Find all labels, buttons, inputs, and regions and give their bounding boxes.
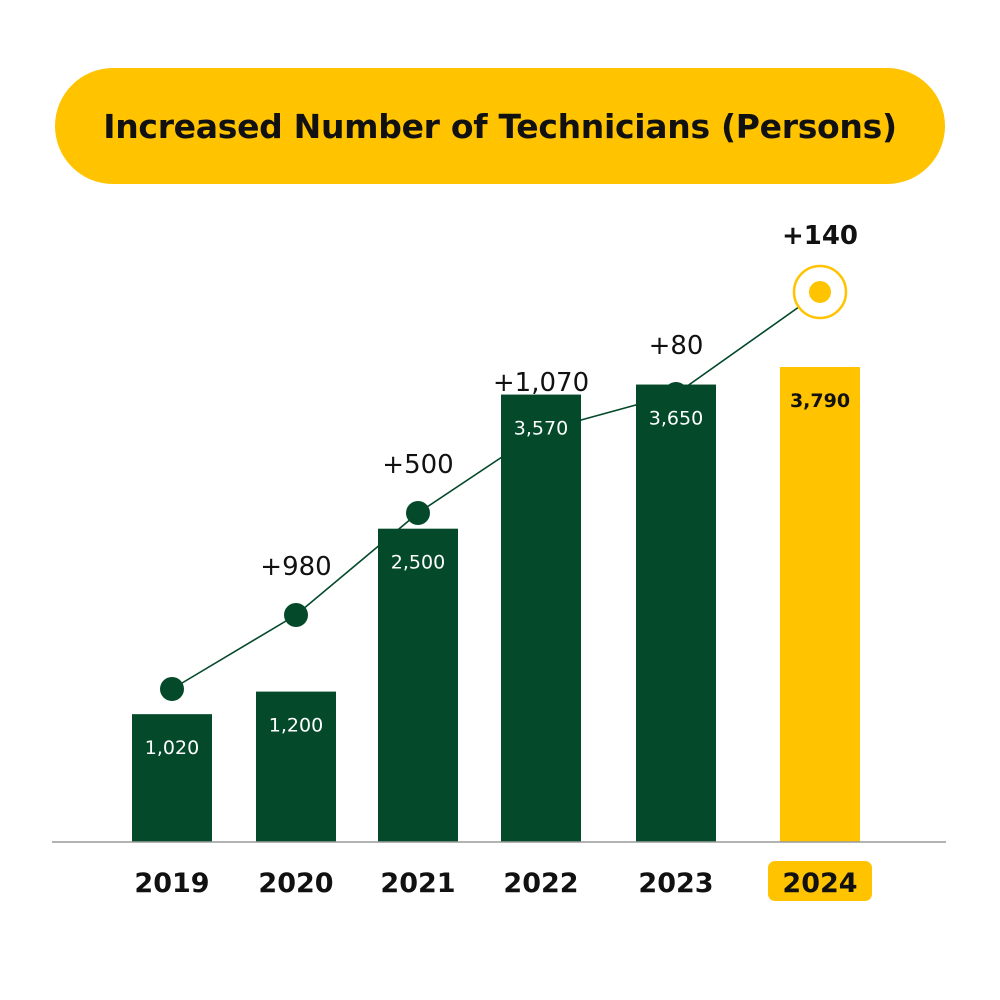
increase-marker-2022	[529, 419, 553, 443]
year-label-2021: 2021	[380, 868, 455, 899]
bar-2021	[378, 528, 458, 842]
bar-value-label-2020: 1,200	[269, 715, 323, 737]
increase-label-2022: +1,070	[493, 368, 589, 398]
bar-2023	[636, 384, 716, 842]
bar-value-label-2019: 1,020	[145, 737, 199, 759]
increase-line	[171, 291, 821, 690]
increase-label-2024: +140	[782, 221, 858, 251]
labels-layer: 1,020 2019 1,200 2020 2,500 2021 3,570 2022 3,65…	[134, 221, 872, 901]
bar-2024	[780, 367, 860, 842]
increase-label-2020: +980	[260, 552, 331, 582]
year-label-2020: 2020	[258, 868, 333, 899]
bar-value-label-2024: 3,790	[790, 390, 850, 412]
increase-marker-2019	[160, 677, 184, 701]
bar-2019	[132, 714, 212, 842]
increase-label-2023: +80	[649, 331, 704, 361]
bar-2022	[501, 394, 581, 842]
bars-layer	[132, 367, 860, 842]
increase-line-layer	[160, 264, 848, 701]
year-label-2022: 2022	[503, 868, 578, 899]
increase-marker-2024	[809, 281, 831, 303]
year-badge-2024	[768, 861, 872, 901]
chart-title: Increased Number of Technicians (Persons…	[103, 106, 897, 146]
bar-value-label-2022: 3,570	[514, 418, 568, 440]
bar-2020	[256, 691, 336, 842]
bar-value-label-2021: 2,500	[391, 552, 445, 574]
year-label-2024: 2024	[782, 868, 857, 899]
title-banner: Increased Number of Technicians (Persons…	[55, 68, 945, 184]
increase-label-2021: +500	[382, 450, 453, 480]
increase-marker-2020	[284, 603, 308, 627]
increase-marker-2021	[406, 501, 430, 525]
increase-marker-2023	[664, 382, 688, 406]
bar-value-label-2023: 3,650	[649, 408, 703, 430]
year-label-2023: 2023	[638, 868, 713, 899]
year-label-2019: 2019	[134, 868, 209, 899]
